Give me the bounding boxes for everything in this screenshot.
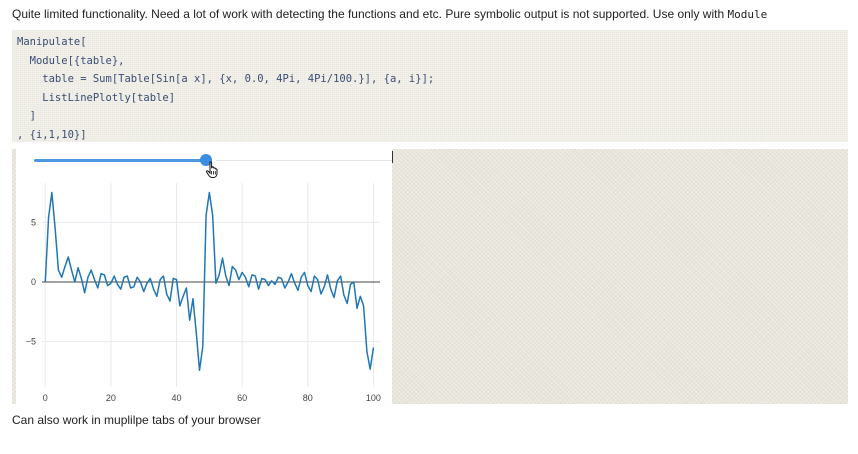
line-plot[interactable]: 0 20 40 60 80 100 −5 0 5: [20, 175, 396, 404]
intro-paragraph: Quite limited functionality. Need a lot …: [12, 7, 767, 22]
outro-text: Can also work in muplilpe tabs of your b…: [12, 413, 261, 427]
y-tick-label: 5: [31, 217, 36, 227]
code-line-2: Module[{table},: [17, 54, 125, 67]
x-tick-label: 100: [366, 393, 381, 403]
output-cell: 0 20 40 60 80 100 −5 0 5: [12, 149, 848, 404]
intro-inline-code: Module: [727, 8, 768, 21]
slider-knob[interactable]: [200, 154, 212, 166]
code-input-cell[interactable]: Manipulate[ Module[{table}, table = Sum[…: [12, 30, 848, 142]
x-tick-label: 0: [43, 393, 48, 403]
plot-series: [44, 191, 375, 372]
code-line-4: ListLinePlotly[table]: [17, 91, 176, 104]
slider-track[interactable]: [34, 159, 206, 162]
intro-text: Quite limited functionality. Need a lot …: [12, 7, 725, 21]
outro-paragraph: Can also work in muplilpe tabs of your b…: [12, 413, 261, 427]
code-line-3: table = Sum[Table[Sin[a x], {x, 0.0, 4Pi…: [17, 73, 435, 85]
plot-tick-labels: 0 20 40 60 80 100 −5 0 5: [26, 217, 381, 403]
x-tick-label: 60: [237, 393, 247, 403]
y-tick-label: 0: [31, 277, 36, 287]
x-tick-label: 80: [303, 393, 313, 403]
code-editor[interactable]: Manipulate[ Module[{table}, table = Sum[…: [17, 33, 434, 144]
hand-pointer-icon: [205, 161, 218, 178]
x-tick-label: 40: [172, 393, 182, 403]
x-tick-label: 20: [106, 393, 116, 403]
code-line-5: ]: [17, 110, 36, 122]
text-caret: [392, 151, 393, 163]
code-line-6: , {i,1,10}]: [17, 128, 87, 141]
series-line: [44, 191, 375, 372]
code-line-1: Manipulate[: [17, 36, 87, 48]
slider-rail[interactable]: [216, 160, 396, 161]
y-tick-label: −5: [26, 337, 36, 347]
manipulate-output-panel: 0 20 40 60 80 100 −5 0 5: [16, 149, 396, 404]
